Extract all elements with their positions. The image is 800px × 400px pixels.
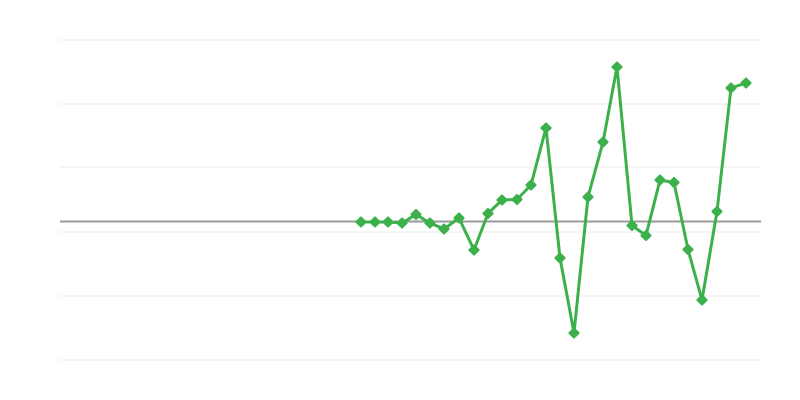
data-point-marker xyxy=(496,194,508,206)
data-point-marker xyxy=(696,294,708,306)
series-markers xyxy=(355,61,752,339)
data-point-marker xyxy=(438,223,450,235)
data-point-marker xyxy=(611,61,623,73)
data-point-marker xyxy=(626,219,638,232)
data-point-marker xyxy=(654,174,666,186)
data-point-marker xyxy=(597,136,609,148)
data-point-marker xyxy=(396,217,408,229)
data-point-marker xyxy=(640,229,652,242)
data-point-marker xyxy=(711,205,723,218)
data-point-marker xyxy=(424,217,436,229)
data-point-marker xyxy=(525,179,537,191)
data-point-marker xyxy=(568,327,580,339)
data-point-marker xyxy=(725,82,737,94)
data-point-marker xyxy=(482,207,494,220)
gridlines xyxy=(60,39,761,361)
series-path xyxy=(359,65,748,335)
data-point-marker xyxy=(382,216,394,228)
data-point-marker xyxy=(668,176,680,189)
data-point-marker xyxy=(554,252,566,264)
data-point-marker xyxy=(410,208,422,221)
data-point-marker xyxy=(355,216,367,228)
data-point-marker xyxy=(468,244,480,256)
data-point-marker xyxy=(511,193,523,206)
series-line xyxy=(359,65,748,335)
data-point-marker xyxy=(740,77,752,89)
data-point-marker xyxy=(369,216,381,228)
data-point-marker xyxy=(582,191,594,203)
data-point-marker xyxy=(453,212,465,224)
data-point-marker xyxy=(540,122,552,134)
data-point-marker xyxy=(682,243,694,256)
